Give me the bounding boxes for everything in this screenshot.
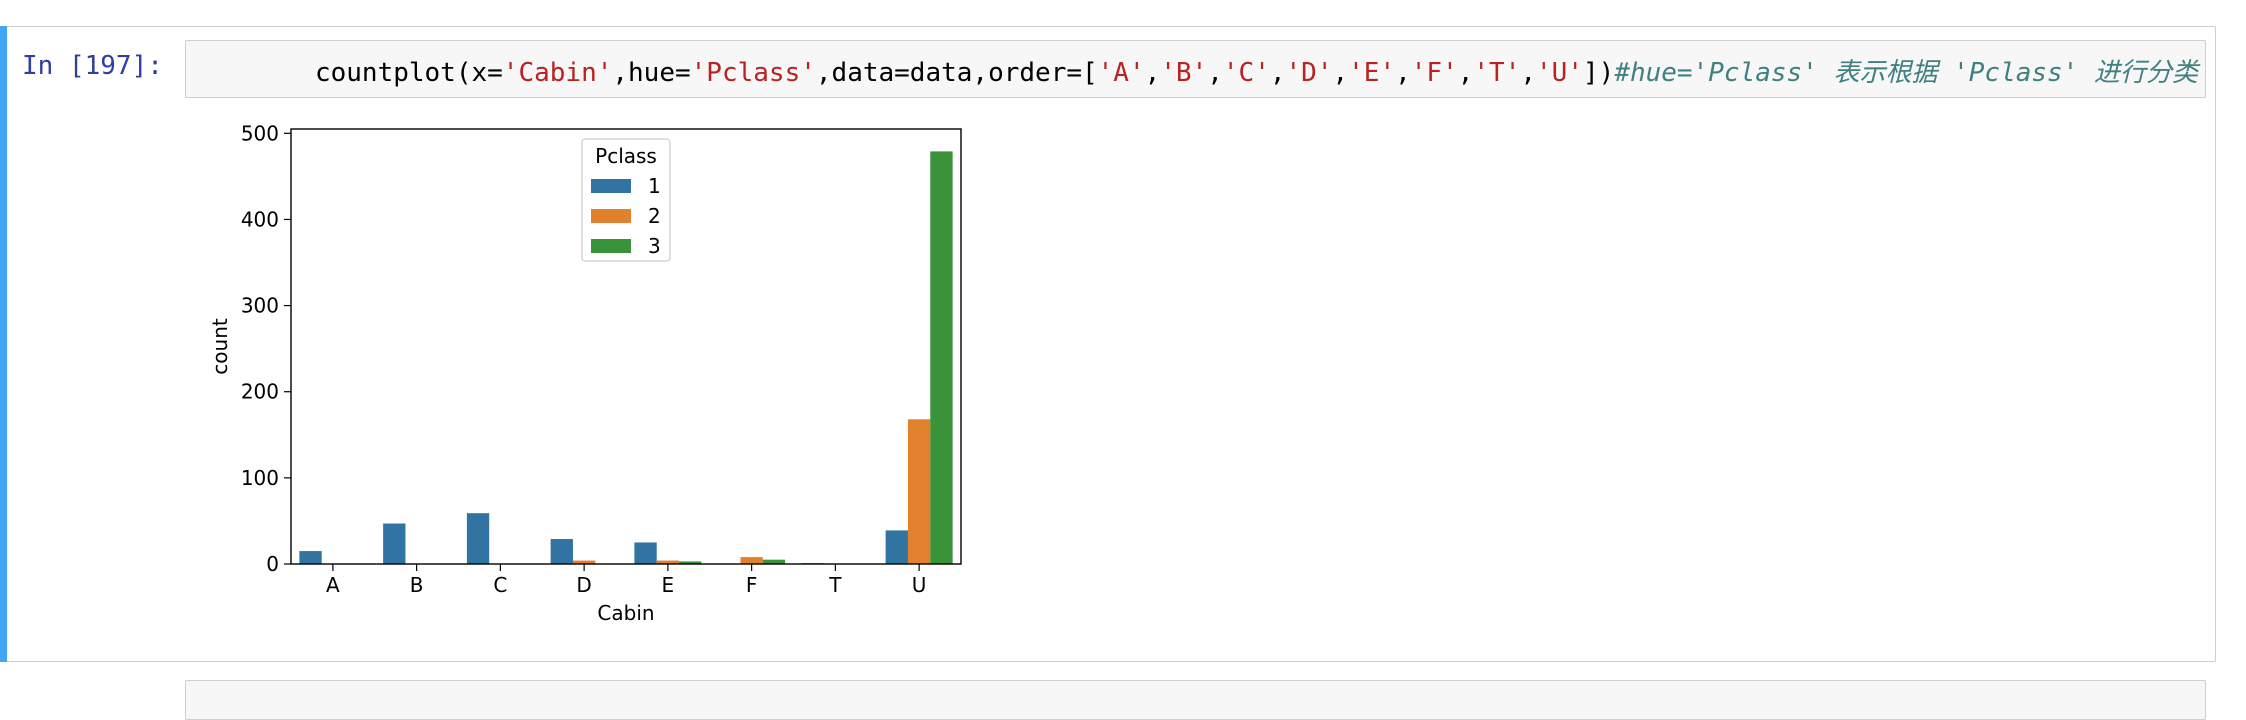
- selected-cell-indicator: [0, 26, 7, 662]
- code-token: 'Cabin': [502, 58, 613, 88]
- code-token: ,: [1395, 58, 1411, 88]
- code-token: 'Pclass': [690, 58, 816, 88]
- code-line[interactable]: countplot(x='Cabin',hue='Pclass',data=da…: [315, 52, 2198, 89]
- code-token: 'D': [1285, 58, 1333, 88]
- code-token: #hue='Pclass' 表示根据 'Pclass' 进行分类: [1614, 58, 2198, 88]
- x-tick-label: B: [410, 573, 424, 597]
- legend-swatch-1: [591, 179, 631, 193]
- countplot-chart: 0 100 200 300 400 500 A B C D E F T U Cabin count Pclass…: [208, 121, 962, 625]
- bar-U-1: [885, 530, 908, 564]
- bar-E-3: [679, 561, 702, 564]
- bar-U-2: [907, 419, 931, 564]
- y-axis-label: count: [208, 318, 232, 375]
- bar-C-1: [466, 513, 490, 564]
- bar-F-2: [740, 557, 763, 564]
- bar-E-2: [656, 560, 680, 564]
- x-tick-label: D: [576, 573, 591, 597]
- code-cell[interactable]: [0, 26, 2216, 662]
- y-tick-label: 100: [241, 466, 279, 490]
- code-token: ,: [1269, 58, 1286, 88]
- code-token: 'E': [1348, 58, 1396, 88]
- legend-label: 1: [648, 174, 661, 198]
- code-token: 'U': [1536, 58, 1583, 88]
- code-token: 'A': [1097, 58, 1145, 88]
- x-tick-label: U: [912, 573, 927, 597]
- y-tick-label: 500: [241, 121, 279, 145]
- legend-swatch-3: [591, 239, 631, 253]
- x-axis-label: Cabin: [597, 601, 654, 625]
- legend-label: 3: [648, 234, 661, 258]
- bar-B-1: [383, 523, 406, 564]
- code-token: ,data=data,order=[: [815, 58, 1098, 88]
- y-tick-label: 300: [241, 294, 279, 318]
- code-token: ,: [1207, 58, 1223, 88]
- code-token: 'F': [1410, 58, 1458, 88]
- bar-D-1: [550, 539, 573, 564]
- code-token: 'B': [1160, 58, 1208, 88]
- y-tick-label: 0: [266, 552, 279, 576]
- x-tick-label: T: [828, 573, 842, 597]
- input-prompt: In [197]:: [22, 51, 163, 81]
- x-tick-label: F: [746, 573, 758, 597]
- code-token: ,: [1520, 58, 1537, 88]
- bar-D-2: [572, 560, 596, 564]
- legend-title: Pclass: [595, 144, 657, 168]
- plot-frame: [290, 128, 962, 565]
- code-token: ,: [1144, 58, 1161, 88]
- x-tick-label: A: [326, 573, 340, 597]
- legend-label: 2: [648, 204, 661, 228]
- next-code-cell[interactable]: [185, 680, 2206, 720]
- cell-output: 0 100 200 300 400 500 A B C D E F T U Cabin count Pclass…: [185, 112, 1185, 642]
- code-token: ,: [1332, 58, 1349, 88]
- code-token: ,hue=: [612, 58, 691, 88]
- y-tick-label: 200: [241, 380, 279, 404]
- code-token: 'T': [1473, 58, 1521, 88]
- code-token: ]): [1583, 58, 1615, 88]
- code-token: ,: [1457, 58, 1474, 88]
- bar-U-3: [930, 151, 953, 564]
- code-token: 'C': [1222, 58, 1270, 88]
- code-editor[interactable]: countplot(x='Cabin',hue='Pclass',data=da…: [185, 40, 2206, 98]
- x-tick-label: C: [493, 573, 507, 597]
- legend-swatch-2: [591, 209, 631, 223]
- x-tick-label: E: [662, 573, 675, 597]
- bar-F-3: [762, 559, 786, 564]
- y-tick-label: 400: [241, 207, 279, 231]
- bar-A-1: [299, 551, 322, 564]
- bar-E-1: [634, 542, 657, 564]
- code-token: countplot(x=: [314, 58, 503, 88]
- legend-box: [581, 138, 671, 262]
